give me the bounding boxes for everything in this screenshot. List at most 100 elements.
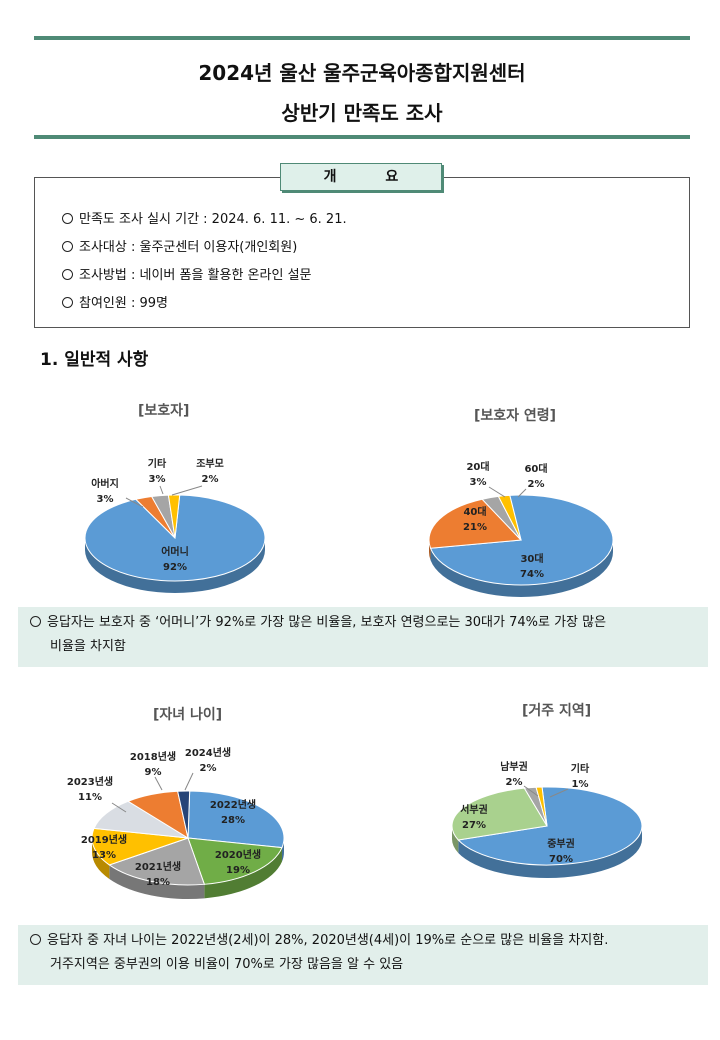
slice-value-기타: 1% — [572, 779, 589, 790]
note-text: 비율을 차지함 — [50, 639, 126, 654]
slice-value-30대: 74% — [520, 569, 544, 580]
bullet-circle-icon — [62, 269, 73, 280]
slice-value-2018년생: 9% — [145, 767, 162, 778]
slice-value-중부권: 70% — [549, 854, 573, 865]
pie-side-3-1 — [452, 826, 459, 853]
slice-value-어머니: 92% — [163, 562, 187, 573]
overview-item-text: 조사방법 : 네이버 폼을 활용한 온라인 설문 — [79, 268, 312, 283]
overview-item-period: 만족도 조사 실시 기간 : 2024. 6. 11. ~ 6. 21. — [62, 208, 347, 227]
overview-item-text: 참여인원 : 99명 — [79, 296, 168, 311]
pie-1: 30대 74% 40대 21% 20대 3% 60대 2% — [428, 460, 614, 597]
slice-label-60대: 60대 — [524, 462, 547, 475]
summary-note-1: 응답자는 보호자 중 ‘어머니’가 92%로 가장 많은 비율을, 보호자 연령… — [18, 607, 708, 667]
pie-3: 중부권 70% 서부권 27% 남부권 2% 기타 1% — [451, 760, 643, 879]
slice-value-기타: 3% — [149, 474, 166, 485]
pie-slice-2021년생 — [108, 837, 206, 886]
slice-label-30대: 30대 — [520, 552, 543, 565]
slice-value-아버지: 3% — [97, 494, 114, 505]
note-text: 거주지역은 중부권의 이용 비율이 70%로 가장 많음을 알 수 있음 — [50, 957, 404, 972]
note-text: 응답자 중 자녀 나이는 2022년생(2세)이 28%, 2020년생(4세)… — [47, 933, 609, 948]
leader-line-2-5 — [154, 776, 163, 791]
top-rule — [34, 36, 690, 40]
slice-label-2020년생: 2020년생 — [215, 848, 261, 861]
slice-label-조부모: 조부모 — [196, 458, 224, 470]
slice-label-40대: 40대 — [463, 505, 486, 518]
slice-label-어머니: 어머니 — [161, 545, 189, 558]
bullet-circle-icon — [62, 297, 73, 308]
chart-title-guardian-age: [보호자 연령] — [474, 408, 557, 424]
summary-note-2: 응답자 중 자녀 나이는 2022년생(2세)이 28%, 2020년생(4세)… — [18, 925, 708, 985]
leader-line-2-4 — [111, 802, 127, 813]
slice-label-2018년생: 2018년생 — [130, 750, 176, 763]
slice-label-남부권: 남부권 — [500, 760, 528, 773]
slice-value-20대: 3% — [470, 477, 487, 488]
chart-title-region: [거주 지역] — [522, 703, 592, 719]
pie-side-3-0 — [458, 826, 642, 879]
pie-2: 2022년생 28% 2020년생 19% 2021년생 18% 2019년생 13% 2023… — [67, 746, 285, 899]
leader-line-3-2 — [523, 785, 539, 797]
slice-label-기타: 기타 — [148, 457, 167, 470]
slice-value-40대: 21% — [463, 522, 487, 533]
slice-value-2019년생: 13% — [92, 850, 116, 861]
pie-side-2-3 — [92, 838, 110, 879]
leader-line-0-3 — [171, 485, 203, 496]
slice-value-조부모: 2% — [202, 474, 219, 485]
pie-slice-2019년생 — [91, 827, 189, 866]
overview-tab: 개 요 — [280, 163, 442, 191]
pie-slice-40대 — [428, 498, 523, 549]
slice-label-20대: 20대 — [466, 460, 489, 473]
slice-label-중부권: 중부권 — [547, 838, 575, 850]
overview-item-text: 만족도 조사 실시 기간 : 2024. 6. 11. ~ 6. 21. — [79, 212, 347, 227]
pie-slice-2022년생 — [187, 790, 285, 849]
chart-title-child-age: [자녀 나이] — [153, 707, 223, 723]
pie-side-0-0 — [85, 538, 265, 593]
pie-side-2-2 — [109, 864, 205, 899]
slice-label-서부권: 서부권 — [460, 803, 488, 816]
slice-label-2022년생: 2022년생 — [210, 798, 256, 811]
leader-line-1-2 — [488, 486, 506, 498]
slice-value-2020년생: 19% — [226, 865, 250, 876]
bottom-rule — [34, 135, 690, 139]
pie-slice-2024년생 — [177, 790, 191, 839]
pie-slice-기타 — [535, 786, 548, 827]
bullet-circle-icon — [30, 934, 41, 945]
pie-side-1-0 — [430, 540, 613, 597]
slice-label-2019년생: 2019년생 — [81, 833, 127, 846]
slice-label-기타: 기타 — [571, 762, 590, 775]
overview-item-participants: 참여인원 : 99명 — [62, 292, 168, 311]
pie-slice-서부권 — [451, 787, 548, 841]
overview-item-method: 조사방법 : 네이버 폼을 활용한 온라인 설문 — [62, 264, 312, 283]
bullet-circle-icon — [30, 616, 41, 627]
pie-slice-2020년생 — [187, 837, 283, 885]
bullet-circle-icon — [62, 213, 73, 224]
pie-0: 어머니 92% 아버지 3% 기타 3% 조부모 2% — [84, 457, 266, 593]
overview-item-text: 조사대상 : 울주군센터 이용자(개인회원) — [79, 240, 298, 255]
slice-label-2024년생: 2024년생 — [185, 746, 231, 759]
pie-slice-30대 — [429, 494, 614, 586]
leader-line-2-6 — [184, 772, 194, 791]
slice-label-아버지: 아버지 — [91, 477, 119, 490]
slice-value-2021년생: 18% — [146, 877, 170, 888]
overview-item-target: 조사대상 : 울주군센터 이용자(개인회원) — [62, 236, 297, 255]
pie-slice-2023년생 — [93, 800, 189, 839]
slice-value-2022년생: 28% — [221, 815, 245, 826]
pie-slice-60대 — [497, 494, 522, 541]
leader-line-3-3 — [549, 788, 569, 798]
slice-value-2023년생: 11% — [78, 792, 102, 803]
pie-side-2-1 — [204, 847, 282, 899]
note-text: 응답자는 보호자 중 ‘어머니’가 92%로 가장 많은 비율을, 보호자 연령… — [47, 615, 607, 630]
page-title-line2: 상반기 만족도 조사 — [281, 101, 443, 125]
leader-line-1-3 — [517, 488, 527, 498]
slice-value-남부권: 2% — [506, 777, 523, 788]
chart-title-guardian: [보호자] — [138, 403, 190, 419]
pie-slice-중부권 — [457, 786, 643, 866]
pie-slice-조부모 — [167, 494, 181, 539]
leader-line-0-1 — [125, 497, 144, 508]
page-title-line1: 2024년 울산 울주군육아종합지원센터 — [198, 61, 526, 85]
slice-value-60대: 2% — [528, 479, 545, 490]
bullet-circle-icon — [62, 241, 73, 252]
section-heading: 1. 일반적 사항 — [40, 350, 149, 370]
slice-label-2023년생: 2023년생 — [67, 775, 113, 788]
leader-line-0-2 — [159, 485, 164, 495]
